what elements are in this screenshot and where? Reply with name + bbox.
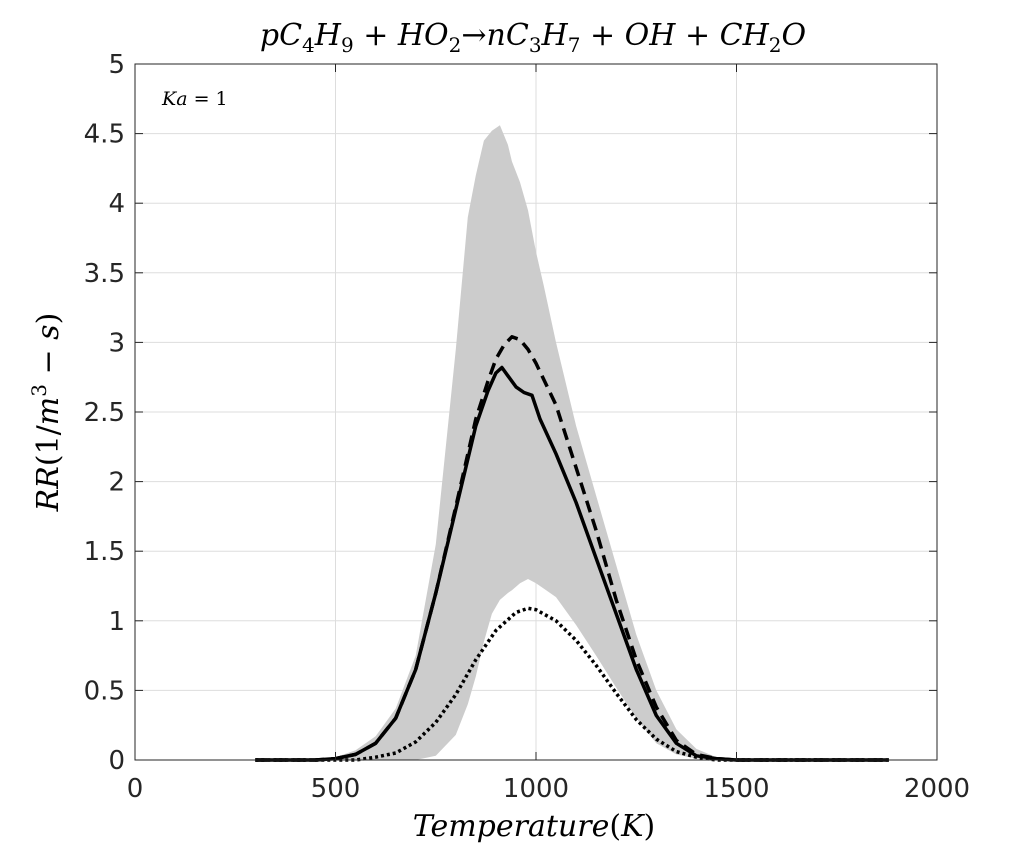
axis-ticks (134, 63, 938, 761)
x-axis-label: Temperature(K) (413, 809, 655, 844)
x-tick-label: 0 (127, 774, 144, 804)
x-tick-label: 500 (311, 774, 361, 804)
chart-title: pC4H9 + HO2→nC3H7 + OH + CH2O (260, 18, 806, 57)
series-lines (255, 335, 889, 762)
series-line-dotted (255, 606, 889, 762)
y-tick-label: 4.5 (84, 120, 125, 150)
y-tick-label: 1 (108, 607, 125, 637)
x-tick-label: 2000 (904, 774, 970, 804)
ka-annotation: Ka = 1 (161, 88, 228, 110)
y-tick-label: 0.5 (84, 676, 125, 706)
tick-labels: 0 500 1000 1500 2000 0 0.5 1 1.5 2 2.5 3 3.5 4 4.5 5 (84, 50, 970, 804)
y-tick-label: 0 (108, 746, 125, 776)
series-line-solid (255, 365, 889, 762)
x-tick-label: 1500 (703, 774, 769, 804)
y-tick-label: 1.5 (84, 537, 125, 567)
y-tick-label: 3.5 (84, 259, 125, 289)
x-tick-label: 1000 (503, 774, 569, 804)
y-tick-label: 2.5 (84, 398, 125, 428)
y-tick-label: 3 (108, 328, 125, 358)
y-tick-label: 5 (108, 50, 125, 80)
y-tick-label: 4 (108, 189, 125, 219)
y-axis-label: RR(1/m3 − s) (27, 313, 66, 513)
y-tick-label: 2 (108, 468, 125, 498)
uncertainty-band (255, 125, 889, 760)
